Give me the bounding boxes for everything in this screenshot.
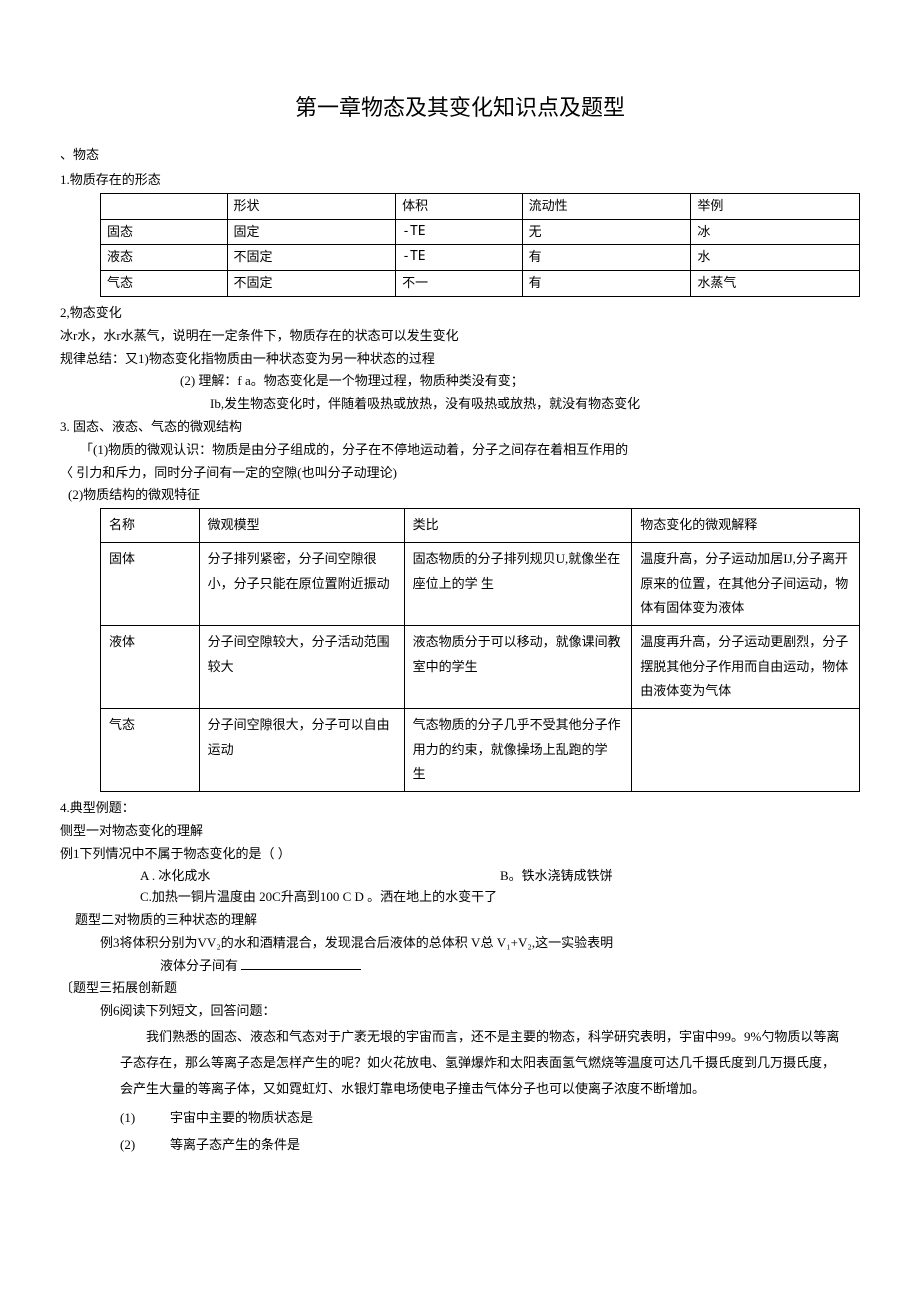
th-explain: 物态变化的微观解释 [632, 509, 860, 543]
example-type-1: 侧型一对物态变化的理解 [60, 821, 860, 842]
cell: 温度再升高，分子运动更剧烈，分子摆脱其他分子作用而自由运动，物体由液体变为气体 [632, 625, 860, 708]
cell: 气态 [101, 708, 200, 791]
paragraph: Ib,发生物态变化时，伴随着吸热或放热，没有吸热或放热，就没有物态变化 [60, 394, 860, 415]
page-title: 第一章物态及其变化知识点及题型 [60, 90, 860, 125]
states-table: 形状 体积 流动性 举例 固态 固定 -TE 无 冰 液态 不固定 -TE 有 … [100, 193, 860, 297]
table-row: 液态 不固定 -TE 有 水 [101, 245, 860, 271]
example-3-blank-line: 液体分子间有 [60, 956, 860, 977]
cell: 分子排列紧密，分子间空隙很小，分子只能在原位置附近振动 [199, 542, 404, 625]
sub-heading-2: 2,物态变化 [60, 303, 860, 324]
cell: 不固定 [227, 271, 396, 297]
example-type-3: 〔题型三拓展创新题 [60, 978, 860, 999]
example-6-intro: 例6阅读下列短文，回答问题： [60, 1001, 860, 1022]
cell: 固体 [101, 542, 200, 625]
example-type-2: 题型二对物质的三种状态的理解 [60, 910, 860, 931]
table-row: 固体 分子排列紧密，分子间空隙很小，分子只能在原位置附近振动 固态物质的分子排列… [101, 542, 860, 625]
cell: 温度升高，分子运动加居IJ,分子离开原来的位置，在其他分子间运动，物体有固体变为… [632, 542, 860, 625]
blank-underline [241, 957, 361, 970]
option-cd-text: C.加热一铜片温度由 20C升高到100 C D 。洒在地上的水变干了 [140, 889, 497, 904]
cell: 固态 [101, 219, 228, 245]
cell: 液体 [101, 625, 200, 708]
th-shape: 形状 [227, 193, 396, 219]
cell: 分子间空隙很大，分子可以自由运动 [199, 708, 404, 791]
sub-heading-1: 1.物质存在的形态 [60, 170, 860, 191]
table-row: 气态 分子间空隙很大，分子可以自由运动 气态物质的分子几乎不受其他分子作用力的约… [101, 708, 860, 791]
q1-num: (1) [120, 1108, 170, 1129]
section-heading: 、物态 [60, 145, 860, 166]
th-example: 举例 [691, 193, 860, 219]
cell: 水 [691, 245, 860, 271]
th-model: 微观模型 [199, 509, 404, 543]
cell: 固态物质的分子排列规贝U,就像坐在座位上的学 生 [404, 542, 632, 625]
cell: 分子间空隙较大，分子活动范围较大 [199, 625, 404, 708]
ex3-blank-label: 液体分子间有 [160, 958, 238, 973]
cell [632, 708, 860, 791]
table-row: 固态 固定 -TE 无 冰 [101, 219, 860, 245]
cell: 有 [522, 271, 691, 297]
cell: 冰 [691, 219, 860, 245]
paragraph: (2) 理解：f a。物态变化是一个物理过程，物质种类没有变； [60, 371, 860, 392]
paragraph: 〈 引力和斥力，同时分子间有一定的空隙(也叫分子动理论) [60, 463, 860, 484]
option-b: B。铁水浇铸成铁饼 [500, 866, 860, 887]
option-c-d: C.加热一铜片温度由 20C升高到100 C D 。洒在地上的水变干了 [140, 887, 860, 908]
question-2: (2) 等离子态产生的条件是 [60, 1135, 860, 1156]
q2-text: 等离子态产生的条件是 [170, 1135, 300, 1156]
cell: 有 [522, 245, 691, 271]
cell: 固定 [227, 219, 396, 245]
cell: 液态 [101, 245, 228, 271]
example-6-reading: 我们熟悉的固态、液态和气态对于广袤无垠的宇宙而言，还不是主要的物态，科学研究表明… [60, 1024, 860, 1102]
cell: 不一 [396, 271, 523, 297]
micro-table: 名称 微观模型 类比 物态变化的微观解释 固体 分子排列紧密，分子间空隙很小，分… [100, 508, 860, 792]
paragraph: 冰r水，水r水蒸气，说明在一定条件下，物质存在的状态可以发生变化 [60, 326, 860, 347]
example-3-question: 例3将体积分别为VV₂的水和酒精混合，发现混合后液体的总体积 V总 V₁+V₂,… [60, 933, 860, 954]
question-1: (1) 宇宙中主要的物质状态是 [60, 1108, 860, 1129]
th-volume: 体积 [396, 193, 523, 219]
cell: -TE [396, 219, 523, 245]
th-flow: 流动性 [522, 193, 691, 219]
q1-text: 宇宙中主要的物质状态是 [170, 1108, 313, 1129]
cell: 气态 [101, 271, 228, 297]
ex3-text: 例3将体积分别为VV₂的水和酒精混合，发现混合后液体的总体积 V总 V₁+V₂,… [100, 935, 613, 950]
q2-num: (2) [120, 1135, 170, 1156]
table-row: 液体 分子间空隙较大，分子活动范围较大 液态物质分于可以移动，就像课间教室中的学… [101, 625, 860, 708]
th-name: 名称 [101, 509, 200, 543]
example-1-question: 例1下列情况中不属于物态变化的是（ ） [60, 844, 860, 865]
cell: -TE [396, 245, 523, 271]
paragraph: (2)物质结构的微观特征 [60, 485, 860, 506]
cell: 液态物质分于可以移动，就像课间教室中的学生 [404, 625, 632, 708]
paragraph: 规律总结：又1)物态变化指物质由一种状态变为另一种状态的过程 [60, 349, 860, 370]
paragraph: 「(1)物质的微观认识：物质是由分子组成的，分子在不停地运动着，分子之间存在着相… [60, 440, 860, 461]
sub-heading-3: 3. 固态、液态、气态的微观结构 [60, 417, 860, 438]
cell: 无 [522, 219, 691, 245]
table-row: 气态 不固定 不一 有 水蒸气 [101, 271, 860, 297]
cell: 气态物质的分子几乎不受其他分子作用力的约束，就像操场上乱跑的学 生 [404, 708, 632, 791]
option-a: A . 冰化成水 [140, 866, 500, 887]
cell: 水蒸气 [691, 271, 860, 297]
th-blank [101, 193, 228, 219]
sub-heading-4: 4.典型例题： [60, 798, 860, 819]
th-analogy: 类比 [404, 509, 632, 543]
cell: 不固定 [227, 245, 396, 271]
